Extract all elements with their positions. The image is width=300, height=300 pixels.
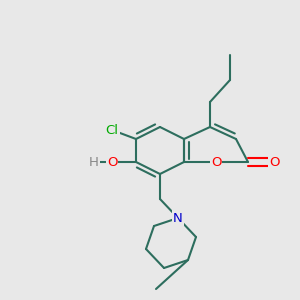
- Text: O: O: [269, 155, 280, 169]
- Text: H: H: [89, 155, 99, 169]
- Text: O: O: [107, 155, 117, 169]
- Text: N: N: [173, 212, 183, 224]
- Text: Cl: Cl: [106, 124, 118, 136]
- Text: O: O: [211, 155, 221, 169]
